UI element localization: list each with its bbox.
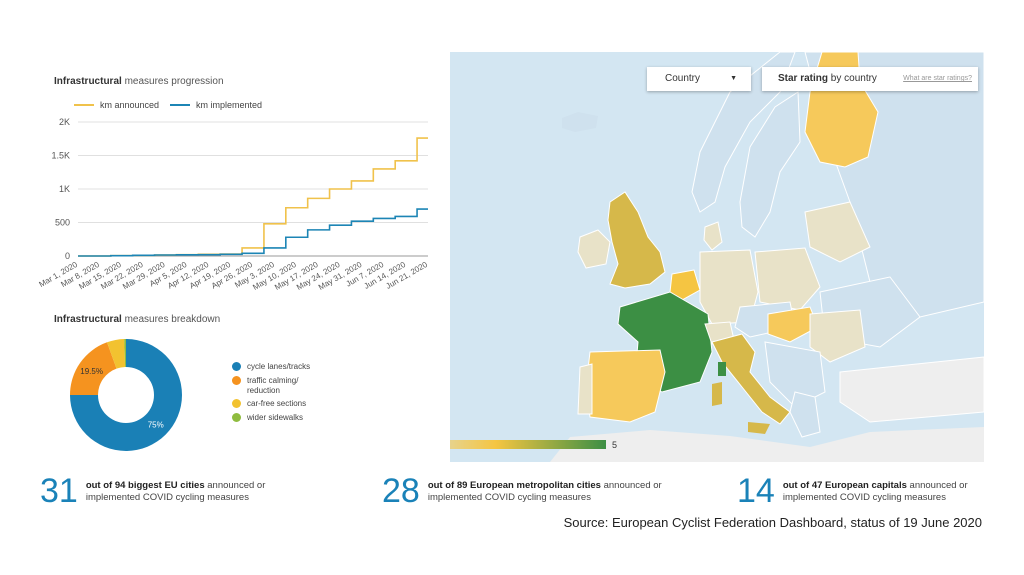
legend-label-implemented: km implemented bbox=[196, 100, 263, 110]
star-rating-control[interactable]: Star rating by country What are star rat… bbox=[762, 67, 978, 91]
donut-slice-3 bbox=[124, 339, 126, 368]
donut-slice-0 bbox=[70, 339, 182, 451]
donut-slice-2 bbox=[107, 339, 126, 369]
dot-traffic-calming bbox=[232, 376, 241, 385]
legend-line-announced bbox=[74, 104, 94, 106]
stat-metropolitan-cities: 28 out of 89 European metropolitan citie… bbox=[382, 472, 678, 511]
map-region-denmark bbox=[703, 221, 723, 251]
dot-wider-sidewalks bbox=[232, 413, 241, 422]
europe-choropleth-map[interactable]: 0 5 bbox=[450, 52, 984, 462]
star-rating-rest: by country bbox=[828, 73, 877, 84]
stat-number-1: 31 bbox=[40, 472, 78, 510]
stat-text-1: out of 94 biggest EU cities announced or… bbox=[86, 480, 321, 504]
stat-number-3: 14 bbox=[737, 472, 775, 510]
series-line-km-implemented bbox=[78, 208, 428, 257]
map-region-corsica bbox=[718, 362, 726, 376]
star-rating-bold: Star rating bbox=[778, 73, 829, 84]
legend-km-implemented[interactable]: km implemented bbox=[170, 100, 262, 110]
rating-color-scale bbox=[450, 440, 606, 449]
map-region-uk bbox=[607, 191, 666, 289]
breakdown-title: Infrastructural measures breakdown bbox=[54, 314, 220, 325]
label-wider-sidewalks: wider sidewalks bbox=[247, 413, 304, 422]
map-region-sardinia bbox=[712, 382, 722, 406]
label-cycle-lanes: cycle lanes/tracks bbox=[247, 362, 311, 371]
stat-rest-3: announced or implemented COVID cycling m… bbox=[782, 479, 968, 503]
breakdown-title-rest: measures breakdown bbox=[121, 314, 221, 325]
stat-capitals: 14 out of 47 European capitals announced… bbox=[737, 472, 978, 511]
map-region-north-africa bbox=[550, 427, 984, 462]
progression-title: Infrastructural measures progression bbox=[54, 76, 224, 87]
map-region-romania bbox=[809, 309, 866, 363]
donut-slice-1 bbox=[70, 342, 117, 395]
y-tick-label: 2K bbox=[59, 117, 70, 127]
map-region-turkey bbox=[839, 356, 984, 423]
source-caption: Source: European Cyclist Federation Dash… bbox=[563, 515, 982, 530]
label-car-free: car-free sections bbox=[247, 399, 307, 408]
y-tick-label: 500 bbox=[55, 218, 70, 228]
y-tick-label: 0 bbox=[65, 251, 70, 261]
star-rating-help-link[interactable]: What are star ratings? bbox=[903, 75, 972, 82]
stat-rest-1: announced or implemented COVID cycling m… bbox=[85, 479, 266, 503]
legend-line-implemented bbox=[170, 104, 190, 106]
stat-rest-2: announced or implemented COVID cycling m… bbox=[427, 479, 662, 503]
map-region-ireland bbox=[577, 229, 611, 269]
donut-slice-label: 75% bbox=[148, 421, 164, 430]
stat-bold-3: out of 47 European capitals bbox=[782, 479, 907, 491]
map-region-spain bbox=[585, 349, 666, 423]
map-region-poland bbox=[754, 247, 821, 311]
map-region-sicily bbox=[748, 422, 770, 434]
star-rating-label: Star rating by country bbox=[778, 73, 877, 84]
label-traffic-calming: traffic calming/ reduction bbox=[247, 376, 299, 395]
map-region-baltics bbox=[804, 201, 871, 263]
stat-bold-2: out of 89 European metropolitan cities bbox=[427, 479, 601, 491]
map-region-italy bbox=[711, 333, 791, 425]
breakdown-title-bold: Infrastructural bbox=[54, 314, 122, 325]
stat-number-2: 28 bbox=[382, 472, 420, 510]
donut-legend-car-free[interactable]: car-free sections bbox=[232, 399, 306, 409]
donut-legend-cycle-lanes[interactable]: cycle lanes/tracks bbox=[232, 362, 310, 372]
stat-biggest-cities: 31 out of 94 biggest EU cities announced… bbox=[40, 472, 321, 511]
y-tick-label: 1K bbox=[59, 184, 70, 194]
map-region-sweden bbox=[739, 91, 801, 238]
map-region-norway bbox=[691, 52, 796, 213]
legend-label-announced: km announced bbox=[100, 100, 160, 110]
donut-legend-traffic-calming[interactable]: traffic calming/ reduction bbox=[232, 376, 322, 396]
scale-max-label: 5 bbox=[612, 440, 617, 450]
y-tick-label: 1.5K bbox=[51, 151, 70, 161]
dot-car-free bbox=[232, 399, 241, 408]
progression-title-rest: measures progression bbox=[121, 76, 224, 87]
country-select[interactable]: Country ▼ bbox=[647, 67, 751, 91]
donut-slice-label: 19.5% bbox=[80, 367, 103, 376]
stat-bold-1: out of 94 biggest EU cities bbox=[85, 479, 205, 491]
donut-legend-wider-sidewalks[interactable]: wider sidewalks bbox=[232, 413, 303, 423]
stat-text-3: out of 47 European capitals announced or… bbox=[783, 480, 978, 504]
country-select-label: Country bbox=[665, 73, 701, 84]
dropdown-arrow-icon: ▼ bbox=[730, 75, 737, 82]
dot-cycle-lanes bbox=[232, 362, 241, 371]
map-region-greece bbox=[789, 391, 821, 438]
legend-km-announced[interactable]: km announced bbox=[74, 100, 159, 110]
map-region-iceland bbox=[562, 112, 598, 132]
stat-text-2: out of 89 European metropolitan cities a… bbox=[428, 480, 678, 504]
breakdown-donut-chart: 75% 19.5% bbox=[70, 339, 182, 451]
map-region-benelux bbox=[669, 269, 701, 301]
map-region-hungary bbox=[767, 306, 819, 343]
progression-title-bold: Infrastructural bbox=[54, 76, 122, 87]
map-region-portugal bbox=[577, 363, 593, 415]
